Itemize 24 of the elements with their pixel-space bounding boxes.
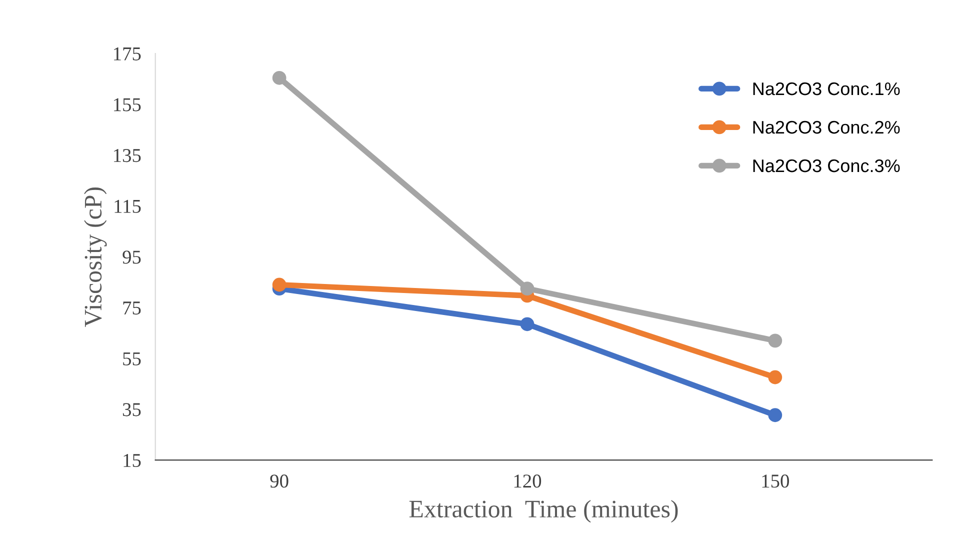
y-tick-label: 75 (123, 302, 141, 315)
point (272, 70, 286, 85)
legend-label: Na2CO3 Conc.1% (753, 82, 900, 96)
point (768, 408, 782, 422)
legend-label: Na2CO3 Conc.3% (753, 159, 900, 172)
y-tick-label: 175 (114, 47, 141, 60)
y-tick-label: 155 (114, 98, 141, 112)
point (272, 278, 286, 292)
x-axis-title: Extraction Time (minutes) (409, 500, 678, 523)
point (768, 370, 782, 384)
y-axis-title: Viscosity (cP) (84, 187, 107, 327)
x-tick-label: 150 (762, 474, 789, 488)
y-tick-label: 35 (122, 403, 141, 416)
y-tick-label: 135 (114, 149, 141, 162)
y-tick-label: 95 (122, 250, 141, 264)
point (768, 334, 782, 348)
point (520, 317, 534, 332)
y-tick-label: 55 (123, 352, 141, 366)
point (520, 282, 534, 296)
x-tick-label: 120 (514, 474, 542, 488)
legend-label: Na2CO3 Conc.2% (753, 120, 900, 134)
y-tick-label: 15 (124, 454, 141, 468)
y-tick-label: 115 (114, 200, 141, 213)
x-tick-label: 90 (270, 474, 288, 488)
